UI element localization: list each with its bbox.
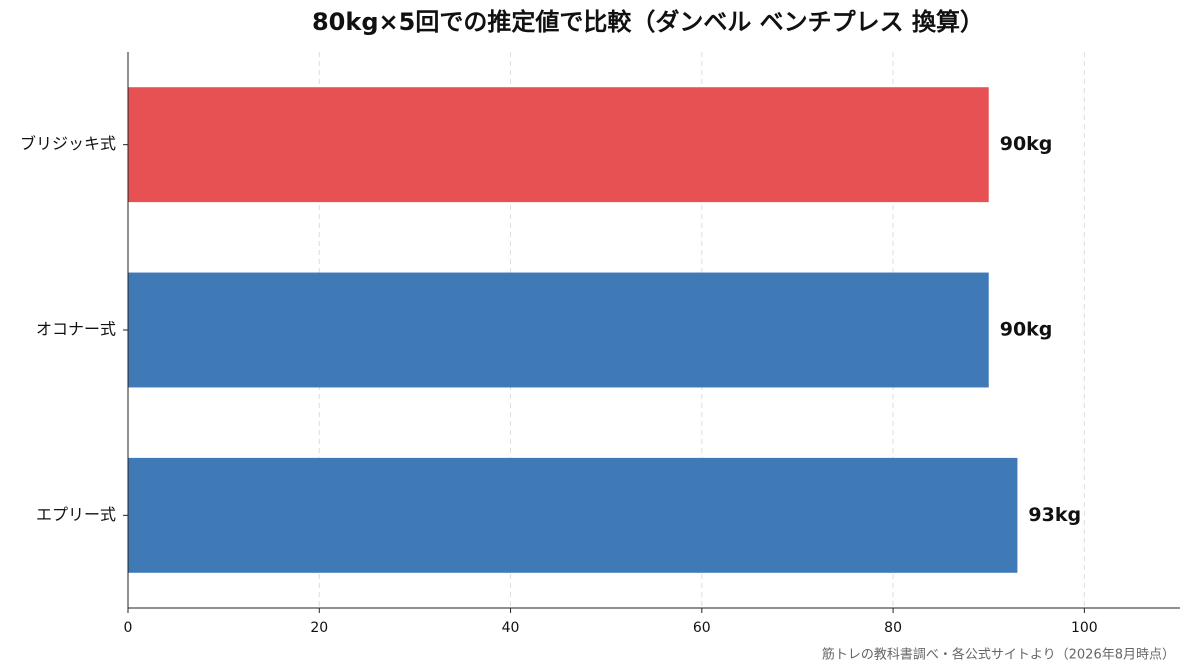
y-tick-label: オコナー式 bbox=[36, 320, 116, 339]
value-label: 90kg bbox=[1000, 319, 1053, 341]
bar bbox=[128, 87, 989, 203]
y-tick-label: ブリジッキ式 bbox=[20, 134, 116, 153]
value-label: 93kg bbox=[1028, 504, 1081, 526]
x-tick-label: 40 bbox=[502, 620, 520, 636]
bar bbox=[128, 457, 1018, 573]
x-tick-label: 100 bbox=[1071, 620, 1098, 636]
source-note: 筋トレの教科書調べ・各公式サイトより（2026年8月時点） bbox=[822, 647, 1175, 663]
x-tick-label: 60 bbox=[693, 620, 711, 636]
y-tick-label: エプリー式 bbox=[36, 505, 116, 524]
value-label: 90kg bbox=[1000, 133, 1053, 155]
x-tick-label: 20 bbox=[310, 620, 328, 636]
bar bbox=[128, 272, 989, 388]
x-tick-label: 80 bbox=[884, 620, 902, 636]
chart-title: 80kg×5回での推定値で比較（ダンベル ベンチプレス 換算） bbox=[312, 8, 984, 36]
x-tick-label: 0 bbox=[124, 620, 133, 636]
